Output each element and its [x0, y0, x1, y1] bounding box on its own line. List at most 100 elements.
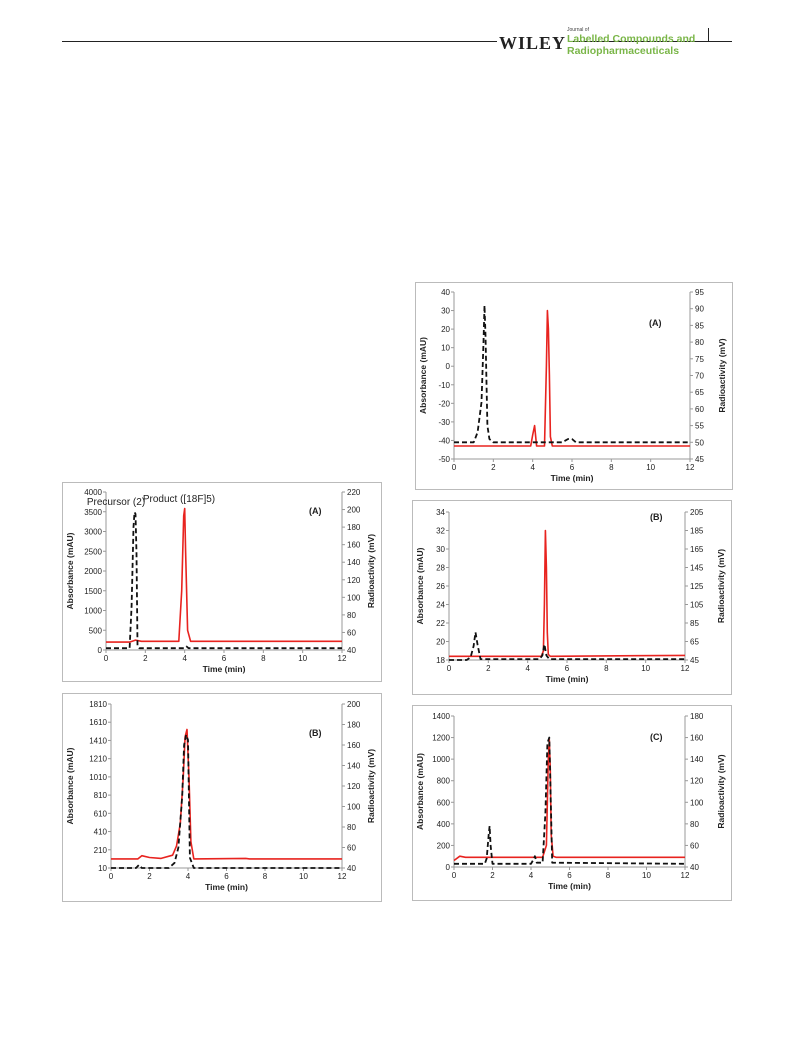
- y-tick-label: 20: [441, 325, 450, 334]
- y2-axis-title: Radioactivity (mV): [366, 749, 376, 823]
- y2-tick-label: 65: [690, 638, 699, 647]
- x-tick-label: 8: [263, 872, 268, 881]
- y-tick-label: 3000: [84, 528, 102, 537]
- y2-tick-label: 200: [347, 506, 361, 515]
- y-tick-label: 1410: [89, 736, 107, 745]
- y-tick-label: 1500: [84, 587, 102, 596]
- y-tick-label: 1810: [89, 700, 107, 709]
- y-tick-label: 500: [89, 626, 103, 635]
- absorbance-trace: [106, 507, 342, 643]
- y-tick-label: 200: [437, 841, 451, 850]
- y-tick-label: 0: [98, 646, 103, 655]
- panel-label: (A): [309, 506, 322, 516]
- figure-left-a: 0 2 4 6 8 10 12 0 500 1000 1500 2000 2500 3000 3500 400…: [62, 482, 382, 682]
- y-tick-label: -40: [438, 436, 450, 445]
- figure-right-a: 0 2 4 6 8 10 12 -50 -40 -30 -20 -10 0 10 20 30 40 45 50 55 6…: [415, 282, 733, 490]
- y2-tick-label: 185: [690, 527, 704, 536]
- y2-tick-label: 100: [347, 803, 361, 812]
- y-axis-title: Absorbance (mAU): [65, 747, 75, 824]
- radioactivity-trace: [106, 511, 342, 650]
- y-tick-label: 30: [436, 545, 445, 554]
- y-axis-title: Absorbance (mAU): [65, 532, 75, 609]
- y2-tick-label: 140: [690, 755, 704, 764]
- y2-tick-label: 80: [695, 338, 704, 347]
- y2-tick-label: 60: [347, 844, 356, 853]
- x-tick-label: 4: [182, 654, 187, 663]
- x-tick-label: 0: [447, 664, 452, 673]
- x-tick-label: 8: [604, 664, 609, 673]
- y-tick-label: 400: [437, 820, 451, 829]
- x-axis-title: Time (min): [551, 473, 594, 483]
- y2-axis-title: Radioactivity (mV): [366, 534, 376, 608]
- y2-tick-label: 120: [347, 782, 361, 791]
- y2-tick-label: 85: [695, 321, 704, 330]
- y-tick-label: 4000: [84, 488, 102, 497]
- figure-right-c: 0 2 4 6 8 10 12 0 200 400 600 800 1000 1200 1400 40 60 80…: [412, 705, 732, 901]
- y2-tick-label: 60: [695, 405, 704, 414]
- absorbance-trace: [111, 728, 342, 860]
- x-tick-label: 12: [338, 654, 347, 663]
- y-axis-title: Absorbance (mAU): [415, 753, 425, 830]
- y-tick-label: 3500: [84, 508, 102, 517]
- x-tick-label: 4: [529, 871, 534, 880]
- journal-name-line1: Labelled Compounds and: [567, 33, 696, 45]
- y-tick-label: 800: [437, 777, 451, 786]
- x-tick-label: 10: [299, 872, 308, 881]
- y-axis-title: Absorbance (mAU): [418, 337, 428, 414]
- y2-tick-label: 140: [347, 558, 361, 567]
- y2-tick-label: 105: [690, 601, 704, 610]
- y2-axis-title: Radioactivity (mV): [716, 549, 726, 623]
- x-axis-title: Time (min): [205, 882, 248, 892]
- y2-tick-label: 65: [695, 388, 704, 397]
- y-tick-label: 0: [446, 362, 451, 371]
- y-tick-label: -20: [438, 399, 450, 408]
- y-tick-label: 26: [436, 582, 445, 591]
- x-tick-label: 0: [452, 463, 457, 472]
- y-tick-label: 600: [437, 798, 451, 807]
- y2-tick-label: 95: [695, 288, 704, 297]
- absorbance-trace: [449, 529, 686, 658]
- y2-tick-label: 80: [347, 611, 356, 620]
- peak-annotation: Precursor (2): [87, 497, 145, 508]
- x-axis-title: Time (min): [203, 664, 246, 674]
- x-tick-label: 2: [491, 463, 496, 472]
- y-tick-label: 610: [94, 809, 108, 818]
- y2-tick-label: 50: [695, 438, 704, 447]
- y2-tick-label: 180: [690, 712, 704, 721]
- journal-name-line2: Radiopharmaceuticals: [567, 45, 680, 57]
- y-tick-label: 1610: [89, 718, 107, 727]
- y-tick-label: 22: [436, 619, 445, 628]
- y-tick-label: 1010: [89, 773, 107, 782]
- y2-tick-label: 75: [695, 355, 704, 364]
- y2-tick-label: 85: [690, 619, 699, 628]
- y2-tick-label: 180: [347, 721, 361, 730]
- y2-tick-label: 165: [690, 545, 704, 554]
- panel-label: (B): [650, 512, 663, 522]
- y2-tick-label: 40: [347, 646, 356, 655]
- x-tick-label: 0: [109, 872, 114, 881]
- page-number-divider: [708, 28, 709, 42]
- y-tick-label: 32: [436, 527, 445, 536]
- x-tick-label: 12: [681, 871, 690, 880]
- x-tick-label: 2: [143, 654, 148, 663]
- y2-tick-label: 220: [347, 488, 361, 497]
- header-rule: [62, 41, 732, 42]
- y2-tick-label: 45: [695, 455, 704, 464]
- y2-axis-title: Radioactivity (mV): [717, 338, 727, 412]
- y2-tick-label: 80: [347, 823, 356, 832]
- y-tick-label: 810: [94, 791, 108, 800]
- x-tick-label: 12: [338, 872, 347, 881]
- y-tick-label: 1000: [432, 755, 450, 764]
- x-axis-title: Time (min): [548, 881, 591, 891]
- y2-tick-label: 140: [347, 762, 361, 771]
- absorbance-trace: [454, 309, 690, 447]
- y-tick-label: -30: [438, 418, 450, 427]
- x-tick-label: 2: [490, 871, 495, 880]
- radioactivity-trace: [454, 304, 690, 444]
- y2-tick-label: 90: [695, 305, 704, 314]
- publisher-logo: WILEY: [497, 33, 569, 54]
- x-tick-label: 6: [570, 463, 575, 472]
- radioactivity-trace: [449, 631, 685, 661]
- x-tick-label: 4: [525, 664, 530, 673]
- absorbance-trace: [453, 738, 685, 862]
